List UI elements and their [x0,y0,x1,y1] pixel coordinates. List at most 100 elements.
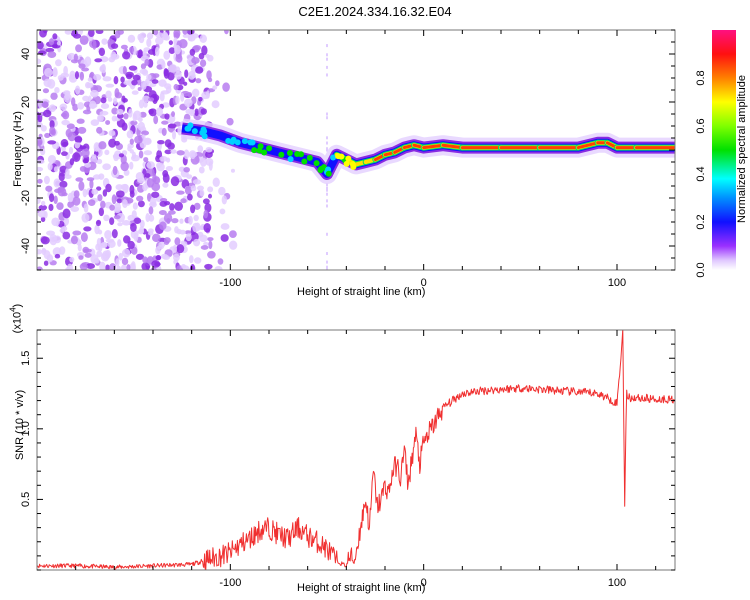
noise-blob [127,34,136,43]
noise-region [37,30,328,270]
noise-blob [122,199,128,209]
noise-blob [42,109,52,118]
noise-blob [169,203,175,211]
noise-blob [191,33,199,39]
noise-blob [37,249,43,255]
noise-blob [137,49,143,59]
noise-blob [146,32,154,40]
noise-blob [101,38,108,45]
noise-blob [152,172,157,183]
noise-blob [62,208,71,219]
noise-blob [111,229,118,239]
noise-blob [66,123,75,130]
noise-blob [206,54,214,62]
ridge-blob [298,151,305,158]
y-tick-label: 1.0 [20,421,32,436]
noise-blob [120,76,125,83]
noise-blob [40,216,46,222]
noise-streak [326,204,328,208]
noise-blob [45,185,53,192]
noise-blob [131,246,138,255]
noise-blob [148,214,155,222]
noise-blob [207,250,216,259]
noise-blob [84,162,92,168]
noise-blob [193,238,201,247]
noise-blob [129,138,134,145]
noise-blob [89,179,94,189]
noise-blob [111,194,117,205]
noise-blob [131,79,138,86]
noise-blob [43,250,51,260]
noise-blob [162,173,170,184]
noise-blob [79,71,85,81]
noise-blob [114,140,120,146]
noise-blob [148,108,154,115]
noise-blob [54,86,60,94]
noise-blob [102,76,112,82]
noise-blob [161,127,167,136]
noise-blob [96,186,102,191]
noise-blob [133,232,139,242]
y-tick-label: 20 [20,96,32,108]
noise-blob [132,202,138,210]
noise-blob [74,71,79,80]
noise-blob [184,69,189,79]
noise-blob [174,201,184,211]
noise-blob [43,210,48,219]
noise-blob [182,241,188,247]
ridge-blob [301,158,308,165]
noise-blob [127,240,135,250]
noise-blob [126,264,131,270]
noise-blob [67,192,74,203]
noise-blob [229,240,238,250]
noise-blob [146,161,155,169]
noise-blob [47,51,57,58]
x-tick-label: -100 [219,277,241,289]
noise-blob [203,209,209,219]
noise-blob [74,141,81,149]
noise-blob [128,65,138,71]
noise-blob [101,241,108,247]
noise-blob [84,252,92,258]
noise-blob [131,151,136,160]
noise-blob [130,261,136,270]
noise-blob [130,222,137,233]
noise-blob [147,49,156,55]
noise-blob [162,255,171,260]
noise-blob [151,191,160,198]
noise-blob [37,121,43,129]
noise-blob [195,78,202,84]
noise-blob [123,235,131,244]
colorbar-tick-label: 0.2 [695,214,707,229]
noise-blob [105,120,111,125]
noise-blob [64,174,72,180]
noise-blob [173,30,181,38]
noise-blob [192,179,202,185]
noise-blob [122,65,127,75]
noise-streak [326,116,328,120]
noise-blob [73,53,78,62]
noise-blob [48,38,55,46]
noise-blob [65,167,70,177]
y-axis-label-snr: SNR (10 * v/v) [14,389,26,461]
noise-blob [69,70,76,80]
colorbar [712,30,736,270]
noise-blob [199,59,207,68]
noise-blob [168,210,176,215]
noise-streak [326,141,328,145]
noise-blob [116,198,123,204]
noise-streak [326,188,328,192]
noise-blob [47,155,57,164]
noise-blob [148,97,155,102]
noise-blob [175,66,181,73]
noise-blob [81,147,90,158]
noise-blob [191,88,200,98]
noise-blob [87,77,93,82]
noise-blob [90,254,99,264]
noise-blob [61,151,68,157]
noise-blob [200,108,207,115]
noise-blob [41,101,49,109]
noise-blob [96,126,103,134]
ridge-blob [201,133,208,140]
noise-blob [67,131,76,142]
